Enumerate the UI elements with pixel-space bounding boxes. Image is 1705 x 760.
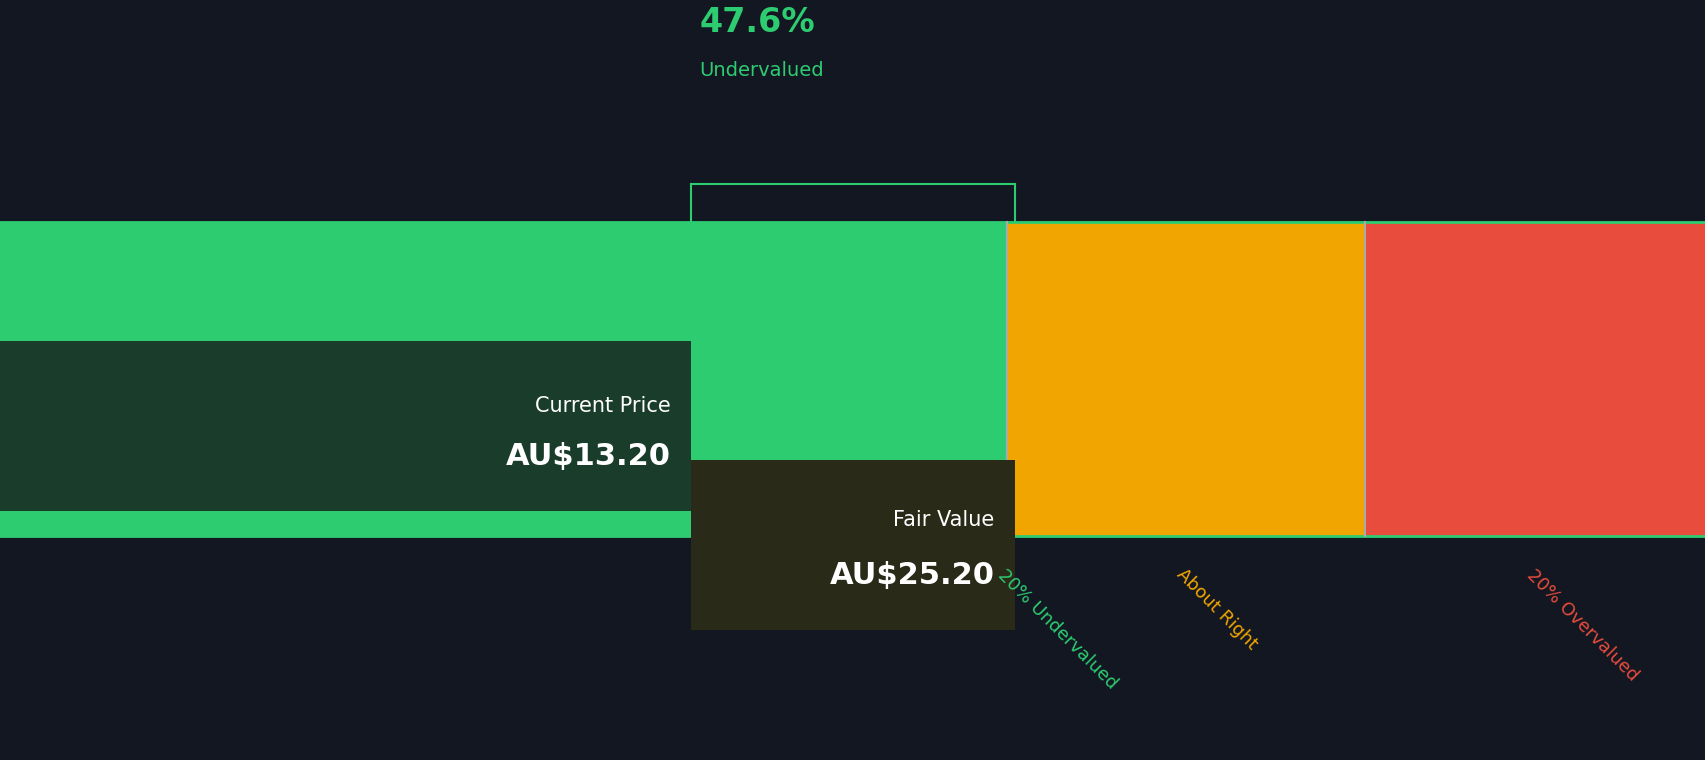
Bar [691, 461, 1014, 630]
Text: 20% Undervalued: 20% Undervalued [994, 565, 1120, 692]
Text: About Right: About Right [1173, 565, 1260, 654]
Text: 47.6%: 47.6% [699, 5, 815, 39]
Text: Current Price: Current Price [534, 395, 670, 416]
Bar [0, 341, 691, 511]
Text: AU$25.20: AU$25.20 [829, 561, 994, 591]
Bar [1364, 222, 1705, 536]
Text: AU$13.20: AU$13.20 [505, 442, 670, 471]
Text: Undervalued: Undervalued [699, 61, 824, 80]
Text: Fair Value: Fair Value [893, 510, 994, 530]
Text: 20% Overvalued: 20% Overvalued [1523, 565, 1640, 684]
Bar [1006, 222, 1364, 536]
Bar [0, 222, 1006, 536]
